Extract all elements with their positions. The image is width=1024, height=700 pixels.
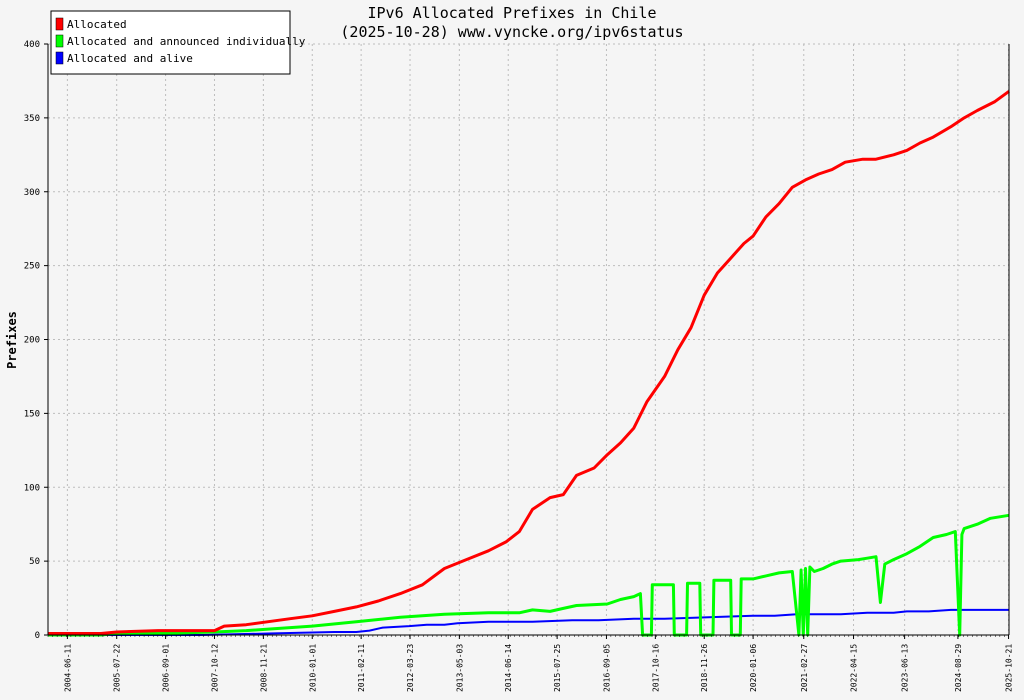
- y-tick-label: 350: [24, 114, 40, 124]
- y-tick-label: 400: [24, 40, 40, 50]
- y-tick-label: 150: [24, 409, 40, 419]
- x-tick-label: 2022-04-15: [850, 644, 859, 692]
- x-tick-label: 2015-07-25: [553, 644, 562, 692]
- x-ticks: 2004-06-11 2005-07-22 2006-09-01 2007-10-12…: [47, 635, 1014, 692]
- y-ticks: 0 50 100 150 200 250 300 350 400: [24, 40, 48, 641]
- series-line-0: [48, 90, 1010, 635]
- x-tick-label: 2012-03-23: [406, 644, 415, 692]
- x-tick-label: 2016-09-05: [602, 644, 611, 692]
- legend: Allocated Allocated and announced individ…: [50, 10, 306, 75]
- legend-swatch-2: [55, 51, 64, 65]
- series-layer: [48, 90, 1010, 637]
- x-tick-label: 2007-10-12: [210, 644, 219, 692]
- legend-label-0: Allocated: [67, 18, 127, 31]
- y-tick-label: 300: [24, 188, 40, 198]
- x-tick-label: 2011-02-11: [357, 644, 366, 692]
- chart-title: IPv6 Allocated Prefixes in Chile: [368, 4, 657, 22]
- legend-box: [50, 10, 291, 75]
- y-tick-label: 100: [24, 483, 40, 493]
- legend-label-2: Allocated and alive: [67, 52, 193, 65]
- legend-swatch-0: [55, 17, 64, 31]
- x-tick-label: 2020-01-06: [749, 644, 758, 692]
- x-tick-label: 2024-08-29: [954, 644, 963, 692]
- x-tick-label: 2017-10-16: [651, 644, 660, 692]
- chart-subtitle: (2025-10-28) www.vyncke.org/ipv6status: [340, 23, 683, 41]
- x-tick-label: 2025-10-21: [1005, 644, 1014, 692]
- y-tick-label: 250: [24, 262, 40, 272]
- series-line-2: [48, 608, 1009, 636]
- y-tick-label: 200: [24, 336, 40, 346]
- series-line-1: [48, 513, 1010, 637]
- x-tick-label: 2004-06-11: [63, 644, 72, 692]
- x-tick-label: 2018-11-26: [700, 644, 709, 692]
- y-axis-label: Prefixes: [5, 311, 19, 369]
- x-tick-label: 2008-11-21: [259, 644, 268, 692]
- legend-label-1: Allocated and announced individually: [67, 35, 306, 48]
- x-tick-label: 2013-05-03: [455, 644, 464, 692]
- x-tick-label: 2021-02-27: [800, 644, 809, 692]
- grid-lines: [48, 43, 1010, 635]
- x-tick-label: 2014-06-14: [504, 644, 513, 692]
- x-tick-label: 2006-09-01: [162, 644, 171, 692]
- x-tick-label: 2005-07-22: [113, 644, 122, 692]
- x-tick-label: 2010-01-01: [308, 644, 317, 692]
- x-tick-label: 2023-06-13: [901, 644, 910, 692]
- y-tick-label: 0: [35, 631, 40, 641]
- legend-swatch-1: [55, 34, 64, 48]
- y-tick-label: 50: [29, 557, 40, 567]
